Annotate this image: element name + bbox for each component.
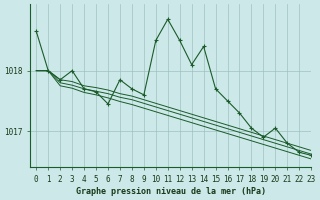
- X-axis label: Graphe pression niveau de la mer (hPa): Graphe pression niveau de la mer (hPa): [76, 187, 266, 196]
